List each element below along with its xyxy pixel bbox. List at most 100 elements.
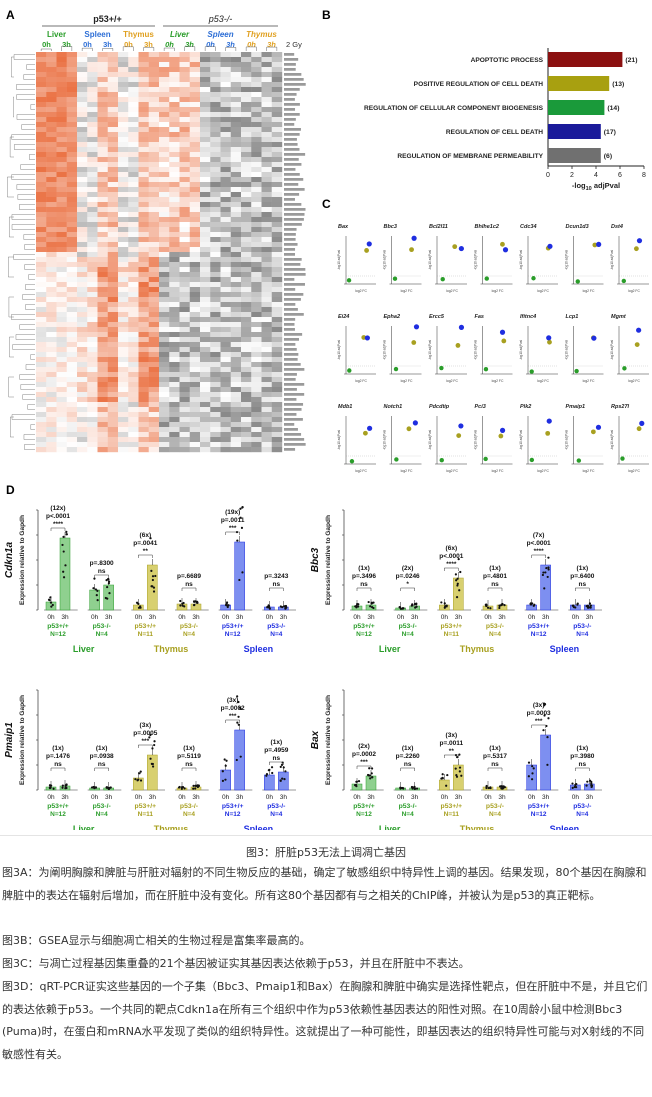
row-label-mark: [284, 93, 297, 96]
heatmap-cell: [179, 307, 190, 313]
heatmap-cell: [107, 262, 119, 268]
heatmap-cell: [56, 212, 67, 218]
heatmap-cell: [200, 257, 211, 263]
sample-point: [224, 778, 227, 781]
heatmap-cell: [36, 227, 47, 233]
thymus-point: [456, 433, 462, 438]
heatmap-cell: [241, 287, 252, 293]
heatmap-cell: [36, 282, 47, 288]
dendrogram-branch: [11, 214, 35, 220]
heatmap-cell: [118, 217, 129, 223]
heatmap-cell: [66, 367, 78, 373]
heatmap-cell: [220, 132, 231, 138]
heatmap-cell: [179, 72, 190, 78]
heatmap-cell: [271, 267, 283, 273]
heatmap-cell: [210, 292, 221, 298]
y-axis-label: -log10 adjPval: [428, 250, 432, 270]
heatmap-cell: [77, 127, 88, 133]
heatmap-cell: [77, 227, 88, 233]
heatmap-cell: [159, 72, 170, 78]
heatmap-cell: [241, 337, 252, 343]
heatmap-cell: [118, 422, 129, 428]
heatmap-cell: [241, 432, 252, 438]
heatmap-cell: [271, 202, 283, 208]
heatmap-cell: [77, 57, 88, 63]
row-label-mark: [284, 198, 295, 201]
heatmap-cell: [241, 342, 252, 348]
x-axis-label: log2 FC: [355, 469, 367, 473]
heatmap-cell: [189, 62, 201, 68]
heatmap-cell: [107, 327, 119, 333]
row-label-mark: [284, 413, 297, 416]
fold-change-label: (1x): [52, 745, 64, 752]
heatmap-cell: [271, 297, 283, 303]
heatmap-cell: [189, 57, 201, 63]
timepoint-label: 3h: [455, 614, 463, 621]
timepoint-label: 0h: [178, 794, 186, 801]
heatmap-cell: [138, 382, 149, 388]
fold-change-label: (1x): [402, 745, 414, 752]
sample-point: [106, 597, 109, 600]
heatmap-cell: [189, 287, 201, 293]
heatmap-cell: [97, 187, 108, 193]
heatmap-cell: [189, 147, 201, 153]
heatmap-cell: [189, 82, 201, 88]
heatmap-cell: [230, 82, 242, 88]
sample-point: [62, 535, 65, 539]
heatmap-cell: [148, 182, 160, 188]
heatmap-cell: [118, 147, 129, 153]
sample-point: [456, 756, 459, 759]
heatmap-cell: [189, 72, 201, 78]
sample-point: [399, 607, 403, 610]
liver-point: [394, 457, 399, 462]
heatmap-cell: [271, 212, 283, 218]
heatmap-cell: [261, 287, 272, 293]
heatmap-cell: [118, 267, 129, 273]
genotype-label: p53+/+: [222, 623, 244, 630]
sample-size-label: N=4: [489, 811, 501, 818]
heatmap-cell: [200, 162, 211, 168]
heatmap-cell: [36, 257, 47, 263]
heatmap-cell: [36, 262, 47, 268]
row-label-mark: [284, 203, 302, 206]
heatmap-cell: [128, 352, 139, 358]
heatmap-cell: [179, 322, 190, 328]
heatmap-cell: [87, 242, 98, 248]
heatmap-cell: [36, 397, 47, 403]
heatmap-cell: [148, 57, 160, 63]
timepoint-label: 0h: [222, 614, 230, 621]
heatmap-cell: [128, 277, 139, 283]
fold-change-label: (3x): [533, 702, 545, 709]
heatmap-cell: [169, 422, 180, 428]
heatmap-cell: [251, 172, 262, 178]
heatmap-cell: [148, 92, 160, 98]
heatmap-cell: [271, 177, 283, 183]
significance-bracket: [269, 761, 284, 765]
heatmap-cell: [210, 142, 221, 148]
tissue-label: Spleen: [550, 824, 580, 830]
sample-point: [355, 780, 359, 783]
heatmap-cell: [77, 217, 88, 223]
heatmap-cell: [46, 92, 57, 98]
heatmap-cell: [138, 197, 149, 203]
y-axis-label: -log10 adjPval: [519, 430, 523, 450]
heatmap-cell: [56, 197, 67, 203]
heatmap-cell: [118, 332, 129, 338]
heatmap-cell: [56, 122, 67, 128]
dendrogram-branch: [14, 144, 35, 150]
heatmap-cell: [169, 162, 180, 168]
heatmap-cell: [138, 127, 149, 133]
heatmap-cell: [77, 122, 88, 128]
heatmap-cell: [46, 162, 57, 168]
heatmap-cell: [179, 57, 190, 63]
heatmap-cell: [107, 72, 119, 78]
heatmap-cell: [87, 437, 98, 443]
sample-point: [265, 772, 269, 776]
heatmap-cell: [56, 322, 67, 328]
heatmap-cell: [230, 282, 242, 288]
gene-label: Bax: [310, 730, 321, 749]
heatmap-cell: [179, 237, 190, 243]
heatmap-cell: [66, 387, 78, 393]
heatmap-cell: [159, 77, 170, 83]
heatmap-cell: [261, 117, 272, 123]
